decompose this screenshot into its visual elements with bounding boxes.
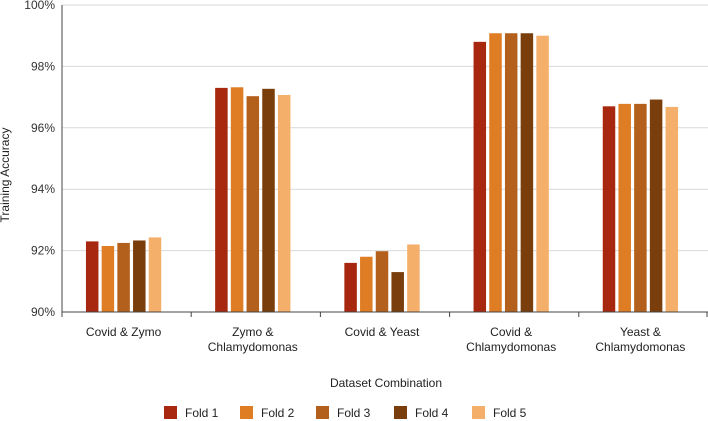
bar-fold-3-cat-3	[375, 251, 389, 312]
x-axis-title: Dataset Combination	[330, 376, 442, 390]
bar-fold-2-cat-5	[618, 103, 631, 312]
legend-label: Fold 4	[415, 406, 449, 420]
bar-fold-4-cat-3	[391, 272, 404, 312]
x-category-label: Yeast &	[620, 325, 661, 339]
x-category-label: Covid &	[490, 325, 532, 339]
axes	[61, 5, 708, 317]
x-category-label: Chlamydomonas	[595, 340, 685, 354]
x-category-label: Chlamydomonas	[208, 340, 298, 354]
legend-swatch-fold-2	[240, 406, 253, 419]
bar-fold-2-cat-1	[101, 245, 115, 312]
legend-label: Fold 2	[261, 406, 295, 420]
bar-fold-5-cat-1	[148, 237, 162, 312]
x-category-label: Chlamydomonas	[466, 340, 556, 354]
legend-swatch-fold-4	[394, 406, 407, 419]
legend-swatch-fold-1	[164, 406, 177, 419]
bar-fold-3-cat-2	[246, 96, 260, 312]
legend-label: Fold 3	[337, 406, 371, 420]
bars	[85, 33, 679, 313]
y-tick-label: 90%	[31, 305, 55, 319]
bar-fold-1-cat-2	[215, 87, 228, 312]
bar-fold-4-cat-5	[649, 99, 663, 312]
bar-fold-1-cat-5	[602, 106, 616, 312]
x-category-label: Covid & Yeast	[345, 325, 420, 339]
bar-fold-3-cat-5	[634, 103, 647, 312]
y-tick-label: 98%	[31, 59, 55, 73]
bar-fold-4-cat-1	[133, 240, 146, 312]
bar-fold-4-cat-4	[520, 33, 534, 313]
legend-label: Fold 1	[185, 406, 219, 420]
bar-fold-5-cat-2	[277, 94, 291, 313]
legend-label: Fold 5	[493, 406, 527, 420]
bar-fold-3-cat-1	[117, 242, 130, 312]
y-tick-labels: 90% 92% 94% 96% 98% 100%	[24, 0, 55, 319]
bar-fold-1-cat-1	[85, 241, 99, 312]
bar-fold-1-cat-3	[344, 262, 357, 312]
bar-fold-2-cat-2	[230, 87, 244, 312]
y-tick-label: 96%	[31, 121, 55, 135]
x-category-label: Covid & Zymo	[86, 325, 162, 339]
bar-fold-2-cat-3	[360, 256, 373, 312]
bar-fold-5-cat-5	[665, 106, 679, 312]
x-category-label: Zymo &	[232, 325, 273, 339]
legend: Fold 1 Fold 2 Fold 3 Fold 4 Fold 5	[164, 406, 527, 420]
bar-fold-5-cat-4	[536, 35, 549, 312]
legend-swatch-fold-5	[472, 406, 485, 419]
bar-fold-4-cat-2	[262, 88, 275, 312]
y-tick-label: 94%	[31, 182, 55, 196]
bar-fold-3-cat-4	[504, 33, 518, 313]
y-axis-title: Training Accuracy	[0, 128, 12, 223]
bar-fold-2-cat-4	[489, 33, 502, 313]
legend-swatch-fold-3	[316, 406, 329, 419]
y-tick-label: 100%	[24, 0, 55, 12]
bar-fold-1-cat-4	[473, 41, 487, 313]
bar-fold-5-cat-3	[407, 244, 420, 312]
y-tick-label: 92%	[31, 244, 55, 258]
